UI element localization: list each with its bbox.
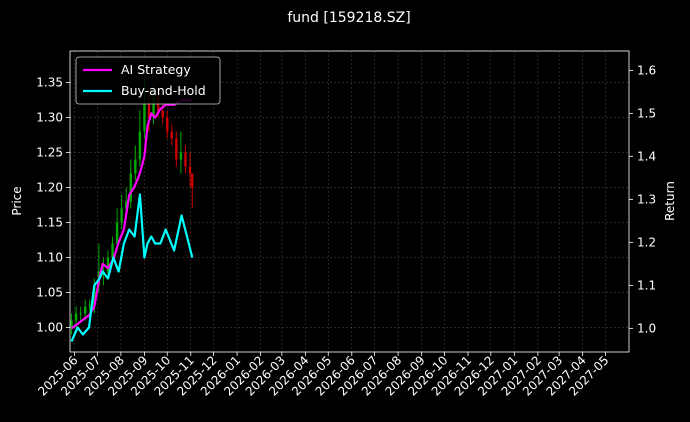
legend: AI Strategy Buy-and-Hold (75, 56, 221, 105)
candle-body (188, 166, 192, 174)
right-y-axis: 1.0 1.1 1.2 1.3 1.4 1.5 1.6 (629, 63, 656, 335)
chart-title: fund [159218.SZ] (287, 10, 410, 26)
grid (70, 51, 629, 352)
y-tick-label-right: 1.3 (637, 192, 656, 206)
y-tick-label-left: 1.30 (36, 111, 63, 125)
legend-box (75, 56, 221, 105)
candle-body (115, 222, 119, 244)
candle-body (147, 103, 151, 118)
candle-body (106, 257, 110, 272)
series-lines (70, 99, 194, 342)
y-tick-label-left: 1.15 (36, 216, 63, 230)
candle-body (134, 159, 137, 174)
candle-body (111, 243, 114, 258)
candle-body (191, 173, 194, 188)
candle-body (138, 131, 142, 160)
y-axis-label-right: Return (663, 181, 677, 221)
y-tick-label-right: 1.0 (637, 321, 656, 335)
candle-body (170, 131, 173, 139)
y-tick-label-left: 1.35 (36, 76, 63, 90)
candle-body (74, 313, 78, 321)
y-tick-label-right: 1.5 (637, 106, 656, 120)
y-tick-label-left: 1.10 (36, 251, 63, 265)
candle-body (93, 285, 96, 307)
y-axis-label-left: Price (10, 186, 24, 215)
y-tick-label-right: 1.1 (637, 278, 656, 292)
candle-body (166, 117, 169, 132)
plot-frame (69, 50, 630, 353)
candle-body (120, 208, 123, 223)
candle-body (83, 306, 87, 314)
y-tick-label-left: 1.05 (36, 286, 63, 300)
candle-body (129, 173, 132, 202)
candle-body (161, 110, 164, 118)
candle-body (88, 306, 91, 308)
candle-body (79, 313, 82, 315)
series-line-ai-strategy (70, 99, 193, 330)
y-tick-label-left: 1.25 (36, 146, 63, 160)
candle-body (152, 96, 155, 118)
candle-body (70, 320, 73, 328)
candle-body (175, 138, 178, 160)
left-y-axis: 1.00 1.05 1.10 1.15 1.20 1.25 1.30 1.35 (36, 76, 70, 335)
y-tick-label-right: 1.2 (637, 235, 656, 249)
candle-body (143, 103, 146, 132)
y-tick-label-left: 1.20 (36, 181, 63, 195)
legend-label-ai-strategy: AI Strategy (121, 62, 191, 77)
y-tick-label-right: 1.4 (637, 149, 656, 163)
candle-body (184, 152, 187, 167)
y-tick-label-left: 1.00 (36, 321, 63, 335)
legend-label-buy-and-hold: Buy-and-Hold (121, 83, 206, 98)
y-tick-label-right: 1.6 (637, 63, 656, 77)
candle-body (125, 201, 128, 209)
series-line-buy-and-hold (70, 193, 194, 342)
candle-body (179, 152, 183, 160)
